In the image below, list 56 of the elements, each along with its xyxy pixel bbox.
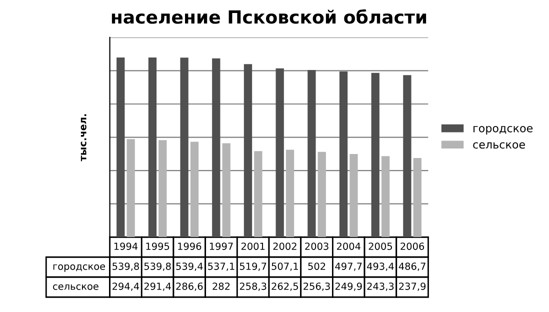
x-tick-label: 1997 — [210, 242, 233, 250]
x-tick-label: 1995 — [146, 242, 170, 250]
bar — [222, 143, 230, 238]
bar — [381, 156, 390, 238]
bar — [190, 142, 199, 238]
x-tick-label: 2005 — [368, 242, 392, 250]
data-label: 497,7 — [335, 262, 362, 271]
chart-title: население Псковской области — [112, 9, 426, 24]
data-label: 262,5 — [272, 282, 298, 291]
bar — [148, 57, 157, 238]
data-label: 237,9 — [399, 282, 426, 291]
data-label: 291,4 — [144, 282, 171, 291]
bar — [244, 64, 252, 238]
bar — [212, 58, 220, 238]
data-label: 537,1 — [208, 262, 234, 271]
bar — [158, 140, 167, 238]
bar — [126, 139, 135, 238]
bar — [116, 57, 125, 238]
data-label: 243,3 — [367, 282, 394, 291]
y-axis-title: тыс.чел. — [80, 114, 86, 162]
data-label: 539,8 — [112, 262, 139, 271]
bar — [276, 68, 284, 238]
text: городское — [53, 264, 106, 272]
data-label: 493,4 — [367, 262, 394, 271]
bar — [371, 72, 380, 238]
data-label: 294,4 — [112, 282, 140, 291]
x-tick-label: 2001 — [241, 242, 265, 250]
bar — [254, 151, 262, 238]
data-label: 507,1 — [272, 262, 298, 271]
data-label: 258,3 — [240, 282, 266, 291]
bar — [350, 154, 358, 238]
bar — [318, 152, 326, 238]
bar — [180, 58, 188, 238]
bar — [286, 150, 294, 238]
data-label: 286,6 — [176, 282, 203, 291]
data-label: 282 — [212, 282, 230, 290]
data-label: 539,4 — [176, 262, 203, 271]
x-tick-label: 1996 — [178, 242, 202, 250]
data-label: 249,9 — [335, 282, 362, 291]
bar — [308, 70, 316, 238]
legend-label: городское — [474, 126, 533, 134]
bar — [403, 75, 412, 238]
x-tick-label: 1994 — [114, 242, 138, 250]
x-tick-label: 2003 — [305, 242, 328, 250]
bar — [413, 158, 422, 238]
bar — [339, 71, 348, 238]
legend-label: сельское — [473, 142, 525, 149]
data-label: 486,7 — [398, 262, 426, 271]
x-tick-label: 2006 — [400, 242, 424, 250]
data-label: 502 — [308, 262, 326, 270]
data-label: 539,8 — [144, 262, 171, 271]
x-tick-label: 2004 — [336, 242, 360, 250]
text: сельское — [53, 284, 98, 290]
data-label: 256,3 — [304, 282, 330, 291]
x-tick-label: 2002 — [273, 242, 296, 250]
data-label: 519,7 — [240, 262, 266, 271]
